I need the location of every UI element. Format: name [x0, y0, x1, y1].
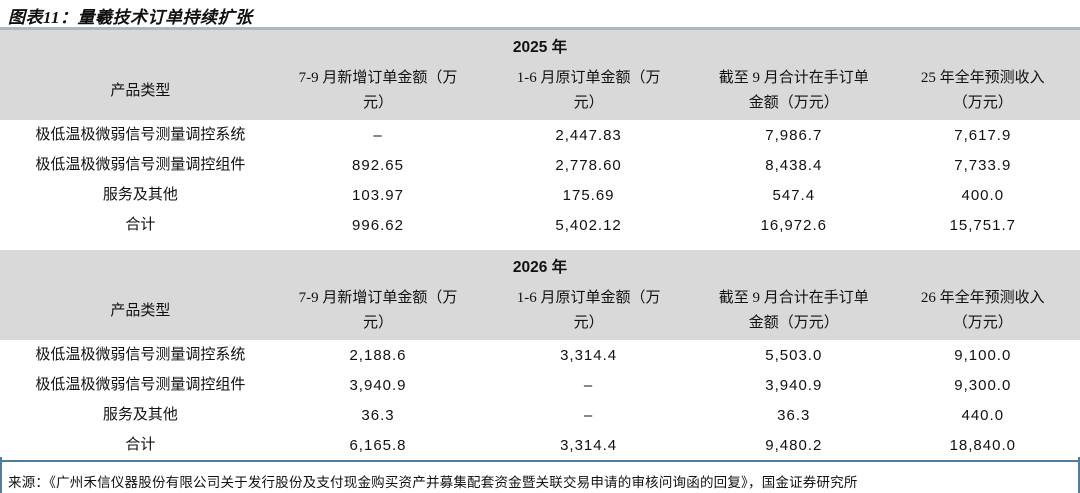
- product-cell: 服务及其他: [102, 406, 178, 423]
- orders-table: 2025 年 产品类型 7-9 月新增订单金额（万元） 1-6 月原订单金额（万…: [0, 27, 1080, 462]
- section-2025-rows: 极低温极微弱信号测量调控系统 – 2,447.83 7,986.7 7,617.…: [0, 120, 1080, 240]
- column-header-label: 1-6 月原订单金额（万元）: [516, 290, 661, 331]
- value-cell: 103.97: [352, 186, 404, 204]
- value-cell: 547.4: [772, 186, 816, 204]
- column-header-row: 产品类型 7-9 月新增订单金额（万元） 1-6 月原订单金额（万元） 截至 9…: [0, 282, 1080, 340]
- table-row: 极低温极微弱信号测量调控系统 – 2,447.83 7,986.7 7,617.…: [0, 120, 1080, 150]
- section-2026-rows: 极低温极微弱信号测量调控系统 2,188.6 3,314.4 5,503.0 9…: [0, 340, 1080, 460]
- value-cell: 9,100.0: [954, 346, 1012, 364]
- right-margin-rule: [1078, 457, 1080, 493]
- value-cell: –: [583, 376, 594, 394]
- table-row-total: 合计 6,165.8 3,314.4 9,480.2 18,840.0: [0, 430, 1080, 460]
- column-header-label: 7-9 月新增订单金额（万元）: [298, 70, 458, 111]
- column-header-new-orders: 7-9 月新增订单金额（万元）: [281, 62, 475, 120]
- value-cell: 892.65: [352, 156, 404, 174]
- value-cell: 9,300.0: [954, 376, 1012, 394]
- table-row: 极低温极微弱信号测量调控组件 892.65 2,778.60 8,438.4 7…: [0, 150, 1080, 180]
- product-cell: 极低温极微弱信号测量调控组件: [35, 376, 246, 393]
- table-row-total: 合计 996.62 5,402.12 16,972.6 15,751.7: [0, 210, 1080, 240]
- value-cell: 996.62: [352, 216, 404, 234]
- column-header-product-type: 产品类型: [0, 62, 281, 120]
- column-header-orders-on-hand: 截至 9 月合计在手订单金额（万元）: [702, 62, 886, 120]
- value-cell: 16,972.6: [760, 216, 827, 234]
- table-row: 服务及其他 103.97 175.69 547.4 400.0: [0, 180, 1080, 210]
- source-note: 来源：《广州禾信仪器股份有限公司关于发行股份及支付现金购买资产并募集配套资金暨关…: [8, 475, 858, 490]
- column-header-label: 截至 9 月合计在手订单金额（万元）: [718, 70, 869, 111]
- value-cell: 18,840.0: [949, 436, 1016, 454]
- column-header-original-orders: 1-6 月原订单金额（万元）: [475, 282, 702, 340]
- left-margin-rule: [0, 457, 2, 493]
- value-cell: 5,402.12: [555, 216, 622, 234]
- section-2025-header-band: 2025 年 产品类型 7-9 月新增订单金额（万元） 1-6 月原订单金额（万…: [0, 30, 1080, 120]
- column-header-original-orders: 1-6 月原订单金额（万元）: [475, 62, 702, 120]
- section-divider: [0, 240, 1080, 250]
- value-cell: 175.69: [562, 186, 615, 204]
- column-header-label: 7-9 月新增订单金额（万元）: [298, 290, 458, 331]
- value-cell: 3,314.4: [560, 436, 618, 454]
- value-cell: –: [373, 126, 383, 144]
- column-header-product-type: 产品类型: [0, 282, 281, 340]
- product-cell: 合计: [125, 436, 156, 453]
- column-header-new-orders: 7-9 月新增订单金额（万元）: [281, 282, 475, 340]
- column-header-forecast-revenue: 26 年全年预测收入（万元）: [886, 282, 1080, 340]
- value-cell: 400.0: [961, 186, 1005, 204]
- section-2026-header-band: 2026 年 产品类型 7-9 月新增订单金额（万元） 1-6 月原订单金额（万…: [0, 250, 1080, 340]
- value-cell: 3,940.9: [349, 376, 407, 394]
- value-cell: 440.0: [961, 406, 1005, 424]
- value-cell: 36.3: [777, 406, 811, 424]
- value-cell: 7,986.7: [765, 126, 823, 144]
- value-cell: 5,503.0: [765, 346, 823, 364]
- exhibit-title: 图表11：量羲技术订单持续扩张: [8, 8, 253, 27]
- product-cell: 极低温极微弱信号测量调控系统: [35, 126, 246, 143]
- product-cell: 极低温极微弱信号测量调控组件: [35, 156, 246, 173]
- value-cell: 36.3: [361, 406, 395, 424]
- value-cell: 3,940.9: [765, 376, 823, 394]
- column-header-orders-on-hand: 截至 9 月合计在手订单金额（万元）: [702, 282, 886, 340]
- value-cell: 7,733.9: [954, 156, 1012, 174]
- product-cell: 合计: [125, 216, 156, 233]
- table-bottom-rule: [0, 460, 1080, 462]
- column-header-forecast-revenue: 25 年全年预测收入（万元）: [886, 62, 1080, 120]
- year-header-2026: 2026 年: [512, 259, 568, 276]
- value-cell: 8,438.4: [765, 156, 823, 174]
- value-cell: 6,165.8: [349, 436, 407, 454]
- value-cell: –: [583, 406, 594, 424]
- year-header-2025: 2025 年: [512, 39, 568, 56]
- value-cell: 15,751.7: [949, 216, 1016, 234]
- column-header-label: 产品类型: [110, 82, 171, 99]
- value-cell: 2,188.6: [349, 346, 407, 364]
- value-cell: 3,314.4: [560, 346, 618, 364]
- value-cell: 2,778.60: [555, 156, 622, 174]
- table-row: 极低温极微弱信号测量调控系统 2,188.6 3,314.4 5,503.0 9…: [0, 340, 1080, 370]
- value-cell: 9,480.2: [765, 436, 823, 454]
- table-row: 服务及其他 36.3 – 36.3 440.0: [0, 400, 1080, 430]
- value-cell: 7,617.9: [954, 126, 1012, 144]
- column-header-row: 产品类型 7-9 月新增订单金额（万元） 1-6 月原订单金额（万元） 截至 9…: [0, 62, 1080, 120]
- table-row: 极低温极微弱信号测量调控组件 3,940.9 – 3,940.9 9,300.0: [0, 370, 1080, 400]
- column-header-label: 截至 9 月合计在手订单金额（万元）: [718, 290, 869, 331]
- column-header-label: 产品类型: [110, 302, 171, 319]
- column-header-label: 25 年全年预测收入（万元）: [920, 70, 1045, 111]
- value-cell: 2,447.83: [555, 126, 622, 144]
- product-cell: 服务及其他: [102, 186, 178, 203]
- product-cell: 极低温极微弱信号测量调控系统: [35, 346, 246, 363]
- column-header-label: 1-6 月原订单金额（万元）: [516, 70, 661, 111]
- column-header-label: 26 年全年预测收入（万元）: [920, 290, 1045, 331]
